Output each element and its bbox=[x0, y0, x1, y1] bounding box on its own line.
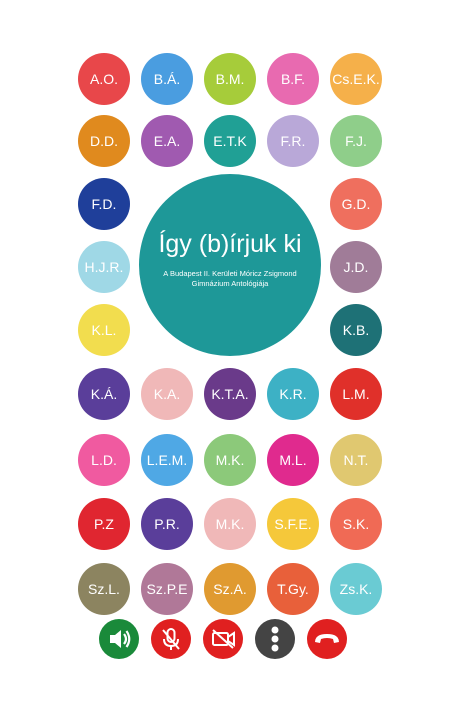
participant: B.F. bbox=[267, 53, 319, 105]
participant: B.Á. bbox=[141, 53, 193, 105]
participant: A.O. bbox=[78, 53, 130, 105]
participant: L.D. bbox=[78, 434, 130, 486]
participant: Zs.K. bbox=[330, 563, 382, 615]
participant: J.D. bbox=[330, 241, 382, 293]
mute-button[interactable] bbox=[151, 619, 191, 659]
participant: M.K. bbox=[204, 434, 256, 486]
participant: K.T.A. bbox=[204, 368, 256, 420]
cover-circle: Így (b)írjuk ki A Budapest II. Kerületi … bbox=[139, 174, 321, 356]
participant: P.Z bbox=[78, 498, 130, 550]
speaker-button[interactable] bbox=[99, 619, 139, 659]
participant: F.R. bbox=[267, 115, 319, 167]
participant: K.B. bbox=[330, 304, 382, 356]
participant: L.E.M. bbox=[141, 434, 193, 486]
participant: E.T.K bbox=[204, 115, 256, 167]
hangup-button[interactable] bbox=[307, 619, 347, 659]
subtitle: A Budapest II. Kerületi Móricz Zsigmond … bbox=[163, 269, 297, 288]
more-button[interactable] bbox=[255, 619, 295, 659]
title: Így (b)írjuk ki bbox=[158, 230, 302, 258]
participant: E.A. bbox=[141, 115, 193, 167]
participant: S.F.E. bbox=[267, 498, 319, 550]
participant: S.K. bbox=[330, 498, 382, 550]
participant: P.R. bbox=[141, 498, 193, 550]
participant: Cs.E.K. bbox=[330, 53, 382, 105]
participant: H.J.R. bbox=[78, 241, 130, 293]
participant: K.A. bbox=[141, 368, 193, 420]
participant: G.D. bbox=[330, 178, 382, 230]
participant: D.D. bbox=[78, 115, 130, 167]
video-button[interactable] bbox=[203, 619, 243, 659]
participant: Sz.A. bbox=[204, 563, 256, 615]
participant: F.J. bbox=[330, 115, 382, 167]
participant: B.M. bbox=[204, 53, 256, 105]
participant: K.R. bbox=[267, 368, 319, 420]
participant: K.Á. bbox=[78, 368, 130, 420]
participant: K.L. bbox=[78, 304, 130, 356]
participant: M.K. bbox=[204, 498, 256, 550]
participant: N.T. bbox=[330, 434, 382, 486]
participant: T.Gy. bbox=[267, 563, 319, 615]
participant: Sz.L. bbox=[78, 563, 130, 615]
participant: F.D. bbox=[78, 178, 130, 230]
participant: L.M. bbox=[330, 368, 382, 420]
participant: Sz.P.E bbox=[141, 563, 193, 615]
participant: M.L. bbox=[267, 434, 319, 486]
